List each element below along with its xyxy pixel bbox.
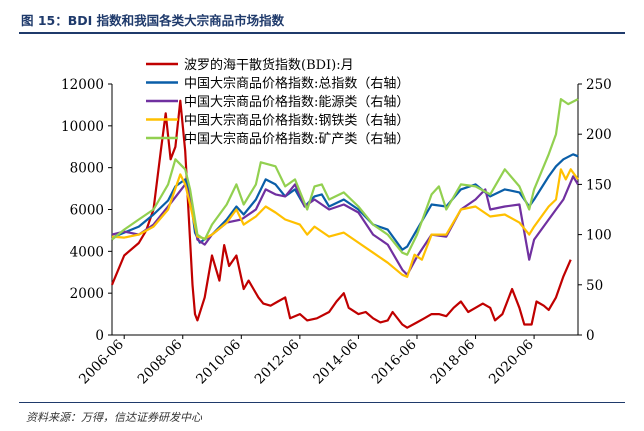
y-right-tick-label: 0: [586, 328, 595, 344]
y-right-tick-label: 250: [586, 77, 612, 93]
legend-label-0: 波罗的海干散货指数(BDI):月: [184, 57, 354, 73]
figure-title: 图 15：BDI 指数和我国各类大宗商品市场指数: [21, 13, 285, 28]
y-left-tick-label: 12000: [61, 77, 104, 93]
series-line-0: [110, 99, 572, 329]
y-left-tick-label: 10000: [61, 119, 104, 135]
y-left-tick-label: 2000: [70, 286, 104, 302]
x-tick-label: 2020-06: [486, 337, 537, 388]
y-left-tick-label: 4000: [70, 244, 104, 260]
x-tick-label: 2008-06: [135, 337, 186, 388]
source-note: 资料来源：万得，信达证券研发中心: [26, 411, 202, 424]
legend-label-4: 中国大宗商品价格指数:矿产类（右轴）: [184, 131, 409, 147]
x-tick-label: 2014-06: [310, 337, 361, 388]
y-right-tick-label: 100: [586, 228, 612, 244]
series-line-1: [111, 153, 579, 251]
source-rule: [19, 402, 625, 403]
legend-label-1: 中国大宗商品价格指数:总指数（右轴）: [184, 76, 409, 92]
y-right-tick-label: 150: [586, 177, 612, 193]
series-line-3: [111, 168, 579, 278]
title-rule: [19, 32, 625, 34]
legend-label-3: 中国大宗商品价格指数:钢铁类（右轴）: [184, 113, 409, 129]
x-tick-label: 2012-06: [252, 337, 303, 388]
series-line-4: [111, 98, 579, 256]
legend-label-2: 中国大宗商品价格指数:能源类（右轴）: [184, 94, 409, 110]
y-left-tick-label: 0: [95, 328, 104, 344]
x-tick-label: 2016-06: [369, 337, 420, 388]
series-lines: [110, 98, 579, 329]
y-left-tick-label: 8000: [70, 161, 104, 177]
x-tick-label: 2018-06: [427, 337, 478, 388]
x-tick-label: 2010-06: [193, 337, 244, 388]
y-right-tick-label: 200: [586, 127, 612, 143]
y-right-tick-label: 50: [586, 278, 603, 294]
y-left-tick-label: 6000: [70, 203, 104, 219]
x-tick-label: 2006-06: [76, 337, 127, 388]
